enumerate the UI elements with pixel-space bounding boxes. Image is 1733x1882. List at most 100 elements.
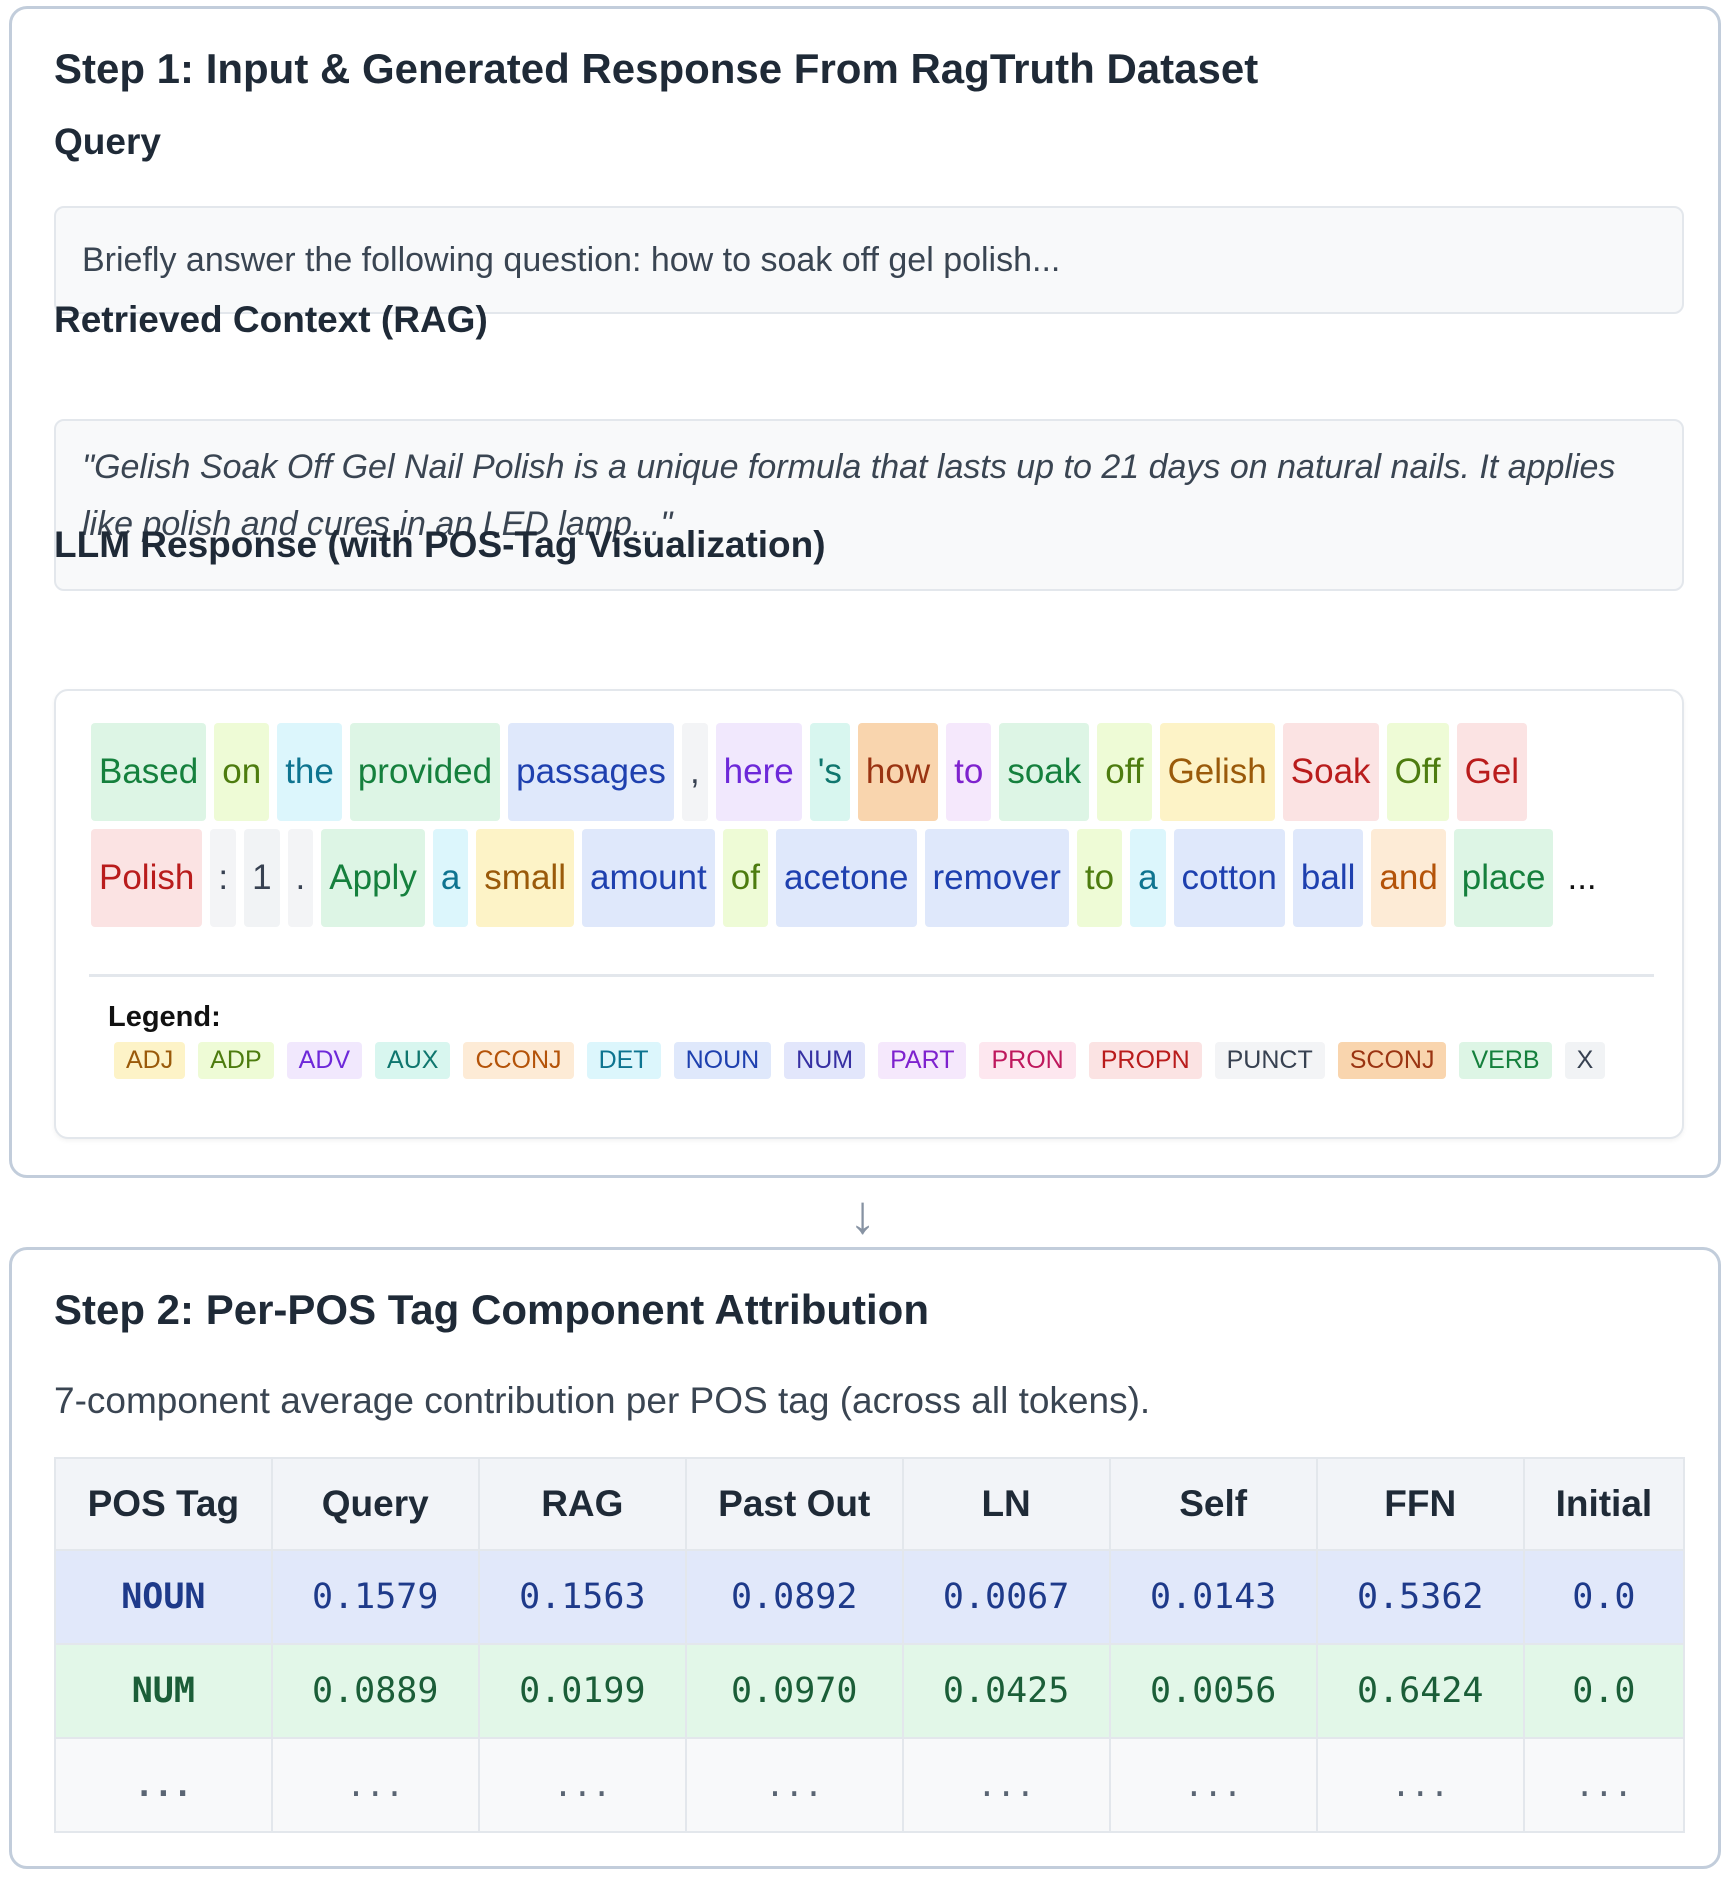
column-header: Initial — [1522, 1457, 1686, 1551]
legend-chip-adp: ADP — [198, 1042, 274, 1079]
value-cell: ... — [1108, 1737, 1318, 1833]
token-det: the — [277, 723, 342, 821]
step1-title: Step 1: Input & Generated Response From … — [54, 45, 1259, 92]
value-cell: 0.1563 — [477, 1549, 687, 1645]
legend-chip-noun: NOUN — [673, 1042, 772, 1079]
value-cell: ... — [1522, 1737, 1686, 1833]
token-adp: off — [1097, 723, 1152, 821]
value-cell: 0.0892 — [684, 1549, 904, 1645]
step1-card: Step 1: Input & Generated Response From … — [9, 6, 1721, 1178]
token-noun: cotton — [1173, 829, 1285, 927]
legend-chip-punct: PUNCT — [1214, 1042, 1325, 1079]
value-cell: 0.0425 — [901, 1643, 1111, 1739]
value-cell: 0.5362 — [1315, 1549, 1525, 1645]
query-text: Briefly answer the following question: h… — [82, 241, 1061, 279]
value-cell: ... — [901, 1737, 1111, 1833]
response-ellipsis: ... — [1567, 858, 1597, 897]
table-body: NOUN 0.1579 0.1563 0.0892 0.0067 0.0143 0.5362… — [54, 1549, 1686, 1833]
legend-chip-adv: ADV — [286, 1042, 363, 1079]
table-row: NOUN 0.1579 0.1563 0.0892 0.0067 0.0143 0.5362… — [54, 1549, 1686, 1645]
response-panel: Based on the provided passages, here's how to so… — [54, 689, 1684, 1139]
column-header: FFN — [1315, 1457, 1525, 1551]
pos-tag-cell: NUM — [54, 1643, 273, 1739]
token-punct: , — [681, 723, 708, 821]
value-cell: 0.0067 — [901, 1549, 1111, 1645]
legend-chip-propn: PROPN — [1088, 1042, 1202, 1079]
down-arrow-icon: ↓ — [849, 1185, 876, 1245]
pos-tag-cell: ... — [54, 1737, 273, 1833]
token-propn: Gel — [1456, 723, 1528, 821]
column-header: Past Out — [684, 1457, 904, 1551]
token-noun: acetone — [775, 829, 917, 927]
legend-chip-pron: PRON — [979, 1042, 1076, 1079]
token-noun: ball — [1292, 829, 1364, 927]
token-verb: provided — [349, 723, 501, 821]
legend-chip-det: DET — [586, 1042, 661, 1079]
value-cell: 0.0 — [1522, 1549, 1686, 1645]
value-cell: ... — [1315, 1737, 1525, 1833]
table-header-row: POS Tag Query RAG Past Out LN Self FFN Initial — [54, 1457, 1686, 1551]
token-verb: Apply — [321, 829, 425, 927]
token-adp: to — [1076, 829, 1123, 927]
step2-title: Step 2: Per-POS Tag Component Attributio… — [54, 1286, 929, 1333]
value-cell: ... — [684, 1737, 904, 1833]
token-line: Polish:1. Apply a small amount of acetone remov… — [91, 829, 1651, 927]
token-det: a — [432, 829, 469, 927]
token-verb: soak — [999, 723, 1090, 821]
token-verb: place — [1453, 829, 1554, 927]
token-det: a — [1130, 829, 1166, 927]
value-cell: 0.6424 — [1315, 1643, 1525, 1739]
column-header: RAG — [477, 1457, 687, 1551]
token-noun: remover — [924, 829, 1069, 927]
value-cell: 0.0199 — [477, 1643, 687, 1739]
value-cell: 0.0056 — [1108, 1643, 1318, 1739]
legend-chip-adj: ADJ — [114, 1042, 186, 1079]
step2-card: Step 2: Per-POS Tag Component Attributio… — [9, 1247, 1721, 1869]
value-cell: 0.1579 — [270, 1549, 480, 1645]
token-sconj: how — [857, 723, 939, 821]
token-noun: amount — [581, 829, 715, 927]
column-header: Self — [1108, 1457, 1318, 1551]
value-cell: ... — [477, 1737, 687, 1833]
token-adj: small — [476, 829, 574, 927]
token-aux: 's — [809, 723, 850, 821]
legend-chip-sconj: SCONJ — [1337, 1042, 1447, 1079]
value-cell: 0.0143 — [1108, 1549, 1318, 1645]
token-noun: passages — [508, 723, 674, 821]
token-adp: Off — [1386, 723, 1449, 821]
column-header: LN — [901, 1457, 1111, 1551]
legend-chip-verb: VERB — [1459, 1042, 1552, 1079]
legend-chip-x: X — [1564, 1042, 1606, 1079]
step2-description: 7-component average contribution per POS… — [54, 1380, 1151, 1421]
value-cell: 0.0889 — [270, 1643, 480, 1739]
pos-tag-cell: NOUN — [54, 1549, 273, 1645]
token-part: to — [946, 723, 992, 821]
token-adp: on — [214, 723, 270, 821]
table-row: ........................ — [54, 1737, 1686, 1833]
context-label: Retrieved Context (RAG) — [54, 299, 488, 340]
token-verb: Based — [91, 723, 207, 821]
token-propn: Polish — [91, 829, 203, 927]
context-box: "Gelish Soak Off Gel Nail Polish is a un… — [54, 419, 1684, 591]
query-label: Query — [54, 121, 161, 162]
legend-title: Legend: — [108, 1001, 221, 1033]
attribution-table: POS Tag Query RAG Past Out LN Self FFN Initial … — [54, 1457, 1686, 1833]
token-adj: Gelish — [1159, 723, 1275, 821]
column-header: Query — [270, 1457, 480, 1551]
token-adv: here — [715, 723, 802, 821]
legend-chip-num: NUM — [784, 1042, 866, 1079]
query-box: Briefly answer the following question: h… — [54, 206, 1684, 314]
token-punct: : — [210, 829, 237, 927]
value-cell: 0.0970 — [684, 1643, 904, 1739]
token-punct: . — [287, 829, 314, 927]
legend-divider — [89, 974, 1654, 977]
legend-chip-part: PART — [878, 1042, 967, 1079]
token-cconj: and — [1371, 829, 1446, 927]
token-line: Based on the provided passages, here's how to so… — [91, 723, 1651, 821]
legend-chip-cconj: CCONJ — [463, 1042, 574, 1079]
token-propn: Soak — [1282, 723, 1379, 821]
token-x: 1 — [244, 829, 280, 927]
table-row: NUM 0.0889 0.0199 0.0970 0.0425 0.0056 0.6424 0… — [54, 1643, 1686, 1739]
legend-chip-aux: AUX — [375, 1042, 451, 1079]
column-header: POS Tag — [54, 1457, 273, 1551]
